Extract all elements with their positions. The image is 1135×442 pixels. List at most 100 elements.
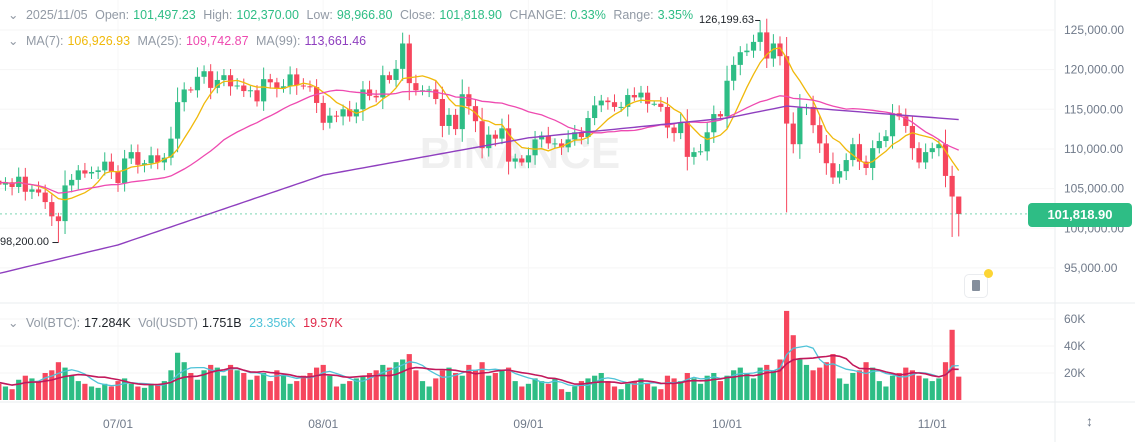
candle-body [512,158,518,162]
candle-body [360,89,366,110]
candle-body [333,115,340,117]
volume-bar [903,367,909,400]
volume-bar [459,375,465,400]
candle-body [856,144,863,162]
volume-bar [353,378,359,400]
vol-ma-a-value: 23.356K [249,316,296,330]
collapse-chevron-icon[interactable]: ⌄ [8,8,19,22]
legend-date: 2025/11/05 [25,8,88,22]
candle-body [181,89,187,103]
candle-body [161,157,167,163]
candle-body [770,43,776,59]
candle-body [82,170,88,174]
volume-bar [29,378,35,400]
volume-bar [863,362,869,400]
volume-bar [611,386,618,400]
volume-bar [737,367,743,400]
candle-body [320,102,326,123]
candle-body [347,109,353,117]
candle-body [373,95,379,98]
volume-bar [664,375,671,400]
candle-body [95,170,101,172]
ma-legend: ⌄ MA(7): 106,926.93 MA(25): 109,742.87 MA(… [8,33,370,48]
volume-bar [261,373,267,400]
candle-body [386,75,393,80]
low-value: 98,966.80 [336,8,393,22]
volume-bar [333,386,340,400]
volume-bar [135,386,141,400]
volume-bar [320,364,326,400]
volume-bar [419,381,426,400]
candle-body [923,152,929,163]
collapse-chevron-icon[interactable]: ⌄ [8,34,19,48]
candle-body [836,171,843,178]
candle-body [201,71,207,77]
candle-body [691,152,697,157]
candle-body [645,92,651,104]
candle-body [340,109,346,117]
collapse-chevron-icon[interactable]: ⌄ [8,316,19,330]
volume-bar [678,381,684,400]
volume-bar [645,383,651,400]
max-price-label: 126,199.63 [699,14,755,26]
volume-bar [896,373,902,400]
volume-bar [300,375,306,400]
volume-bar [883,386,889,400]
candle-body [572,132,578,140]
price-tick-label: 125,000.00 [1064,23,1124,37]
candle-body [499,128,505,139]
ma7-line [0,47,960,201]
candle-body [400,43,406,69]
candle-body [486,134,492,149]
candle-body [889,113,896,137]
ohlc-legend: ⌄ 2025/11/05 Open: 101,497.23 High: 102,37… [8,7,697,22]
volume-bar [327,375,333,400]
candle-body [678,122,684,134]
volume-bar [168,370,174,400]
candle-body [731,64,737,81]
volume-bar [35,382,42,400]
candle-body [929,148,935,153]
candle-body [49,202,55,217]
ma25-value: 109,742.87 [185,34,249,48]
candle-body [697,151,704,153]
volume-bar [280,375,287,400]
volume-bar [2,386,9,400]
candle-body [863,161,869,168]
volume-bar [141,387,148,400]
candle-body [797,107,803,145]
candle-body [658,103,664,107]
volume-bar [505,367,512,400]
candle-body [830,163,836,178]
volume-bar [949,329,955,400]
candle-body [406,43,412,84]
candle-body [532,139,538,156]
candle-body [671,127,677,134]
volume-bar [466,364,472,400]
volume-bar [227,364,234,400]
volume-bar [876,381,882,400]
price-tick-label: 110,000.00 [1064,142,1123,156]
candle-body [115,171,121,184]
volume-bar [446,367,452,400]
volume-bar [314,367,320,400]
candle-body [234,85,240,87]
auto-scale-icon[interactable]: ↕ [1086,413,1093,429]
volume-bar [870,367,876,400]
change-label: CHANGE: [509,8,567,22]
candle-body [280,86,287,89]
candle-body [55,216,62,222]
volume-bar [55,362,62,400]
candle-body [585,118,591,138]
news-button[interactable] [964,269,993,298]
volume-bar [22,375,28,400]
candle-body [294,74,300,86]
candle-body [711,114,717,133]
candle-body [850,144,856,161]
volume-bar [360,375,366,400]
volume-bar [598,373,604,400]
volume-bar [704,375,710,400]
candle-body [539,135,545,140]
volume-bar [585,378,591,400]
